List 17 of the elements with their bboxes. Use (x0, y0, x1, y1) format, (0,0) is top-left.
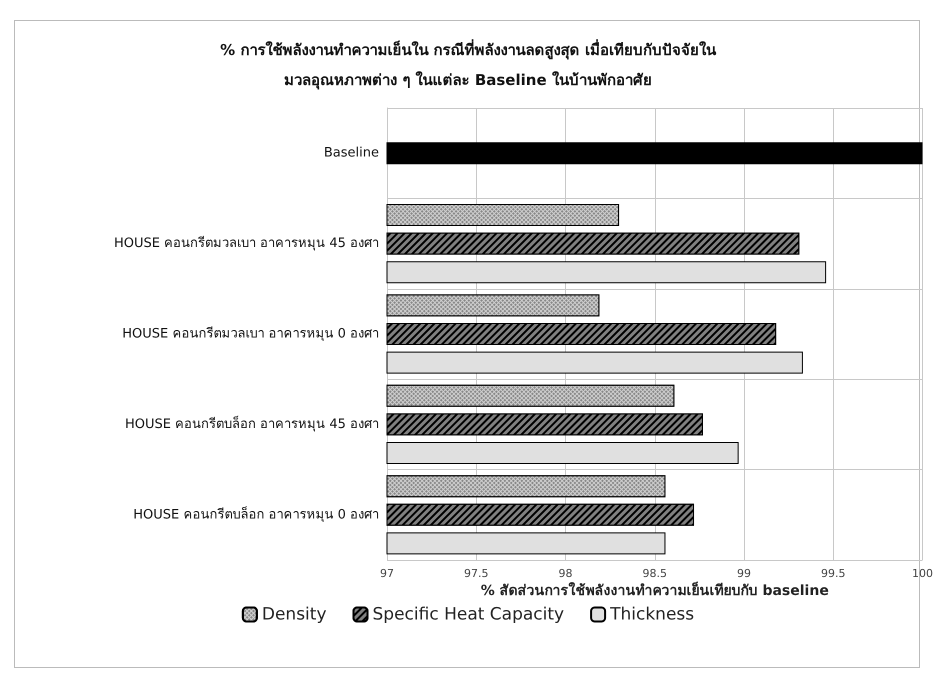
y-tick-label: HOUSE คอนกรีตมวลเบา อาคารหมุน 0 องศา (122, 326, 379, 342)
chart-title: % การใช้พลังงานทำความเย็นใน กรณีที่พลังงานลดสูงสุด เมื่อเทียบกับปัจจัยใน มวลอุณหภาพต่าง ๆ ในแต่ละ Baseline ในบ้านพักอาศัย (220, 39, 717, 90)
y-tick-label: HOUSE คอนกรีตบล็อก อาคารหมุน 45 องศา (124, 414, 379, 432)
x-axis-title: % สัดส่วนการใช้พลังงานทำความเย็นเทียบกับ baseline (480, 581, 829, 599)
x-tick-label: 97 (380, 567, 394, 580)
y-tick-label: HOUSE คอนกรีตมวลเบา อาคารหมุน 45 องศา (114, 235, 379, 252)
x-tick-label: 97.5 (464, 567, 488, 580)
x-tick-label: 100 (912, 567, 933, 580)
legend-label: Thickness (609, 604, 694, 624)
y-tick-label: HOUSE คอนกรีตบล็อก อาคารหมุน 0 องศา (133, 504, 379, 522)
x-tick-label: 98.5 (642, 567, 667, 580)
x-tick-label: 99.5 (821, 567, 846, 580)
legend-label: Specific Heat Capacity (372, 604, 564, 624)
x-tick-label: 98 (558, 567, 572, 580)
legend-label: Density (262, 604, 327, 624)
x-tick-label: 99 (737, 567, 751, 580)
y-tick-label: Baseline (324, 146, 379, 161)
